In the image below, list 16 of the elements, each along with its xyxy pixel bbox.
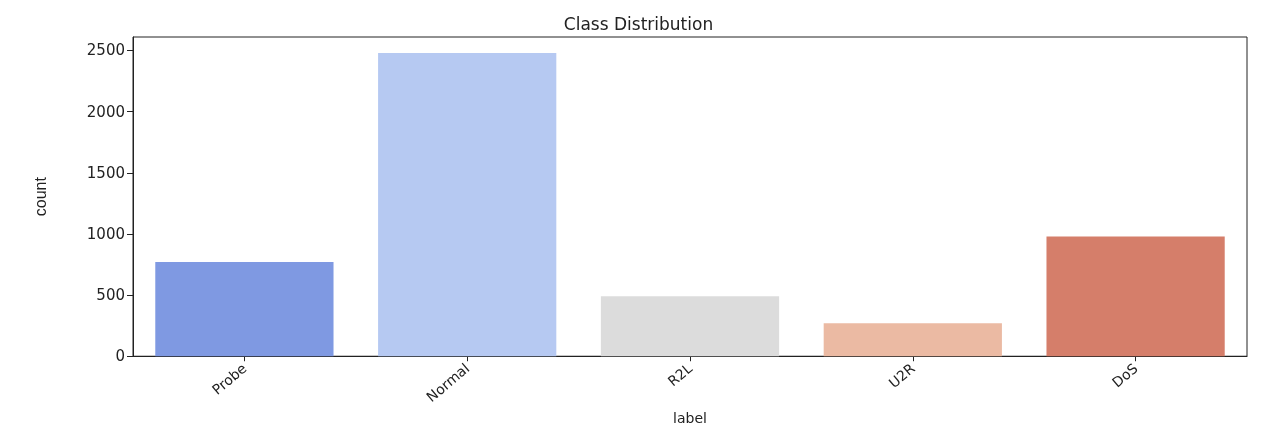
y-tick-label: 500 <box>96 286 125 305</box>
x-axis-title: label <box>673 410 707 426</box>
x-tick-label: U2R <box>885 359 919 391</box>
y-axis-title: count <box>31 176 49 217</box>
bar <box>1046 236 1225 357</box>
y-tick-label: 1500 <box>86 163 125 182</box>
y-tick-label: 2500 <box>86 41 125 60</box>
bar <box>378 52 557 357</box>
bar <box>823 323 1002 357</box>
chart-title: Class Distribution <box>563 13 714 34</box>
bar <box>155 262 334 357</box>
y-tick-label: 0 <box>115 347 125 366</box>
x-tick-label: R2L <box>664 360 696 390</box>
y-tick-label: 2000 <box>86 102 125 121</box>
bar <box>600 296 780 357</box>
y-tick-label: 1000 <box>86 224 125 243</box>
